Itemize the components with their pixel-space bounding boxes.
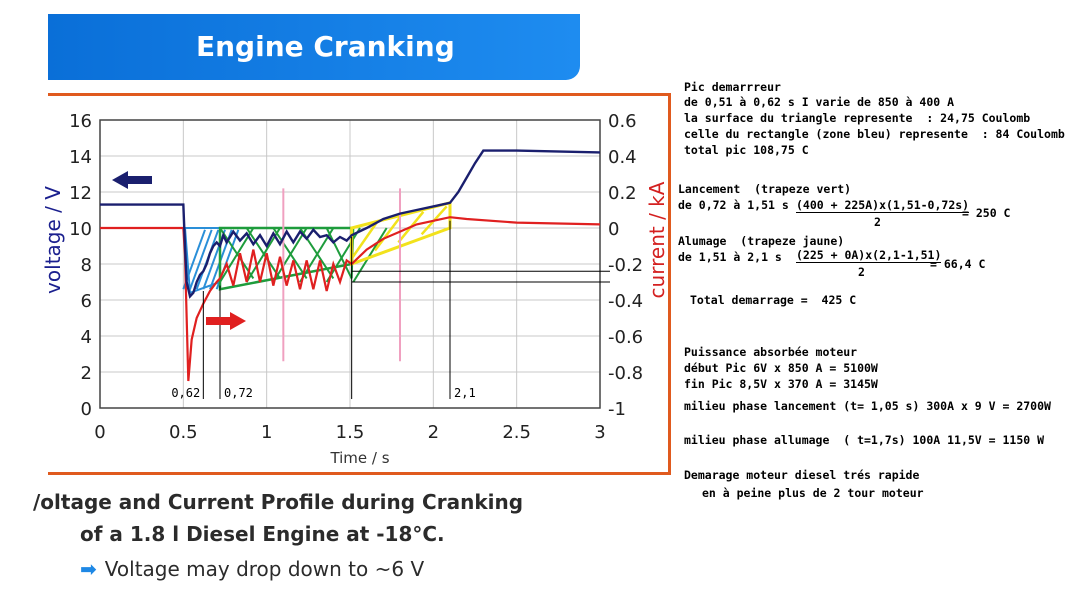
voltage-line [100, 149, 601, 299]
y-tick-left-label: 12 [69, 183, 92, 204]
y-tick-right-label: 0.4 [608, 147, 637, 168]
note-alumage-range: de 1,51 à 2,1 s [678, 250, 782, 264]
note-alumage-denominator: 2 [858, 265, 865, 279]
y-tick-left-label: 8 [81, 255, 92, 276]
y-axis-right-label: current / kA [645, 181, 669, 298]
x-tick-label: 0.5 [169, 422, 198, 443]
cranking-chart: 0246810121416-1-0.8-0.6-0.4-0.200.20.40.… [41, 111, 669, 467]
y-tick-left-label: 2 [81, 363, 92, 384]
x-tick-label: 1 [261, 422, 272, 443]
y-tick-right-label: 0.2 [608, 183, 637, 204]
note-total: Total demarrage = 425 C [690, 293, 857, 307]
y-tick-left-label: 14 [69, 147, 92, 168]
note-pic-line-3: celle du rectangle (zone bleu) represent… [684, 127, 1065, 141]
y-tick-right-label: -0.6 [608, 327, 643, 348]
green-hatch-line [272, 227, 308, 283]
y-axis-left-label: voltage / V [41, 186, 65, 294]
note-diesel-line-1: Demarage moteur diesel trés rapide [684, 468, 920, 482]
note-lancement-result: = 250 C [962, 206, 1011, 220]
green-hatch-line [325, 227, 353, 279]
y-tick-left-label: 0 [81, 399, 92, 420]
y-tick-left-label: 4 [81, 327, 92, 348]
note-lancement-denominator: 2 [874, 215, 881, 229]
arrow-right-icon: ➡ [80, 557, 97, 581]
marker-label: 0,72 [224, 386, 253, 400]
caption-bullet-text: Voltage may drop down to ~6 V [104, 557, 425, 581]
x-tick-label: 2.5 [502, 422, 531, 443]
x-tick-label: 2 [428, 422, 439, 443]
chart-frame [48, 93, 671, 475]
current-right-arrow-icon [206, 312, 246, 330]
page-title: Engine Cranking [196, 30, 455, 63]
note-puissance-line-1: début Pic 6V x 850 A = 5100W [684, 361, 878, 375]
caption-line-2: of a 1.8 l Diesel Engine at -18°C. [80, 522, 445, 546]
note-pic-line-4: total pic 108,75 C [684, 143, 809, 157]
note-pic-line-1: de 0,51 à 0,62 s I varie de 850 à 400 A [684, 95, 955, 109]
caption-bullet: ➡ Voltage may drop down to ~6 V [80, 557, 424, 581]
y-tick-right-label: 0 [608, 219, 619, 240]
note-lancement-numerator: (400 + 225A)x(1,51-0,72s) [796, 198, 970, 213]
note-lancement-range: de 0,72 à 1,51 s [678, 198, 789, 212]
caption-line-1: /oltage and Current Profile during Crank… [33, 490, 524, 514]
y-tick-right-label: 0.6 [608, 111, 637, 132]
note-pic-title: Pic demarrreur [684, 80, 781, 94]
marker-label: 2,1 [454, 386, 476, 400]
note-diesel-line-2: en à peine plus de 2 tour moteur [702, 486, 924, 500]
green-hatch-line [352, 227, 388, 283]
y-tick-right-label: -0.2 [608, 255, 643, 276]
y-tick-left-label: 16 [69, 111, 92, 132]
pic-hatch-line [189, 229, 213, 290]
y-tick-left-label: 6 [81, 291, 92, 312]
y-tick-right-label: -1 [608, 399, 626, 420]
plot-area [99, 119, 601, 409]
y-tick-left-label: 10 [69, 219, 92, 240]
current-line [100, 216, 601, 382]
x-tick-label: 1.5 [336, 422, 365, 443]
note-puissance-line-2: fin Pic 8,5V x 370 A = 3145W [684, 377, 878, 391]
x-tick-label: 3 [594, 422, 605, 443]
note-pic-line-2: la surface du triangle represente : 24,7… [684, 111, 1031, 125]
note-lancement-title: Lancement (trapeze vert) [678, 182, 852, 196]
x-axis-label: Time / s [329, 449, 389, 467]
note-alumage-title: Alumage (trapeze jaune) [678, 234, 845, 248]
header-banner [48, 14, 580, 80]
y-tick-right-label: -0.4 [608, 291, 643, 312]
note-alumage-result: = 66,4 C [930, 257, 986, 271]
note-puissance-title: Puissance absorbée moteur [684, 345, 858, 359]
note-puissance-line-3: milieu phase lancement (t= 1,05 s) 300A … [684, 399, 1051, 413]
y-tick-right-label: -0.8 [608, 363, 643, 384]
voltage-left-arrow-icon [112, 171, 152, 189]
note-alumage-numerator: (225 + 0A)x(2,1-1,51) [796, 248, 942, 263]
x-tick-label: 0 [94, 422, 105, 443]
marker-label: 0,62 [171, 386, 200, 400]
note-puissance-line-4: milieu phase allumage ( t=1,7s) 100A 11,… [684, 433, 1045, 447]
yellow-hatch-line [374, 216, 401, 252]
yellow-hatch-line [350, 221, 378, 260]
